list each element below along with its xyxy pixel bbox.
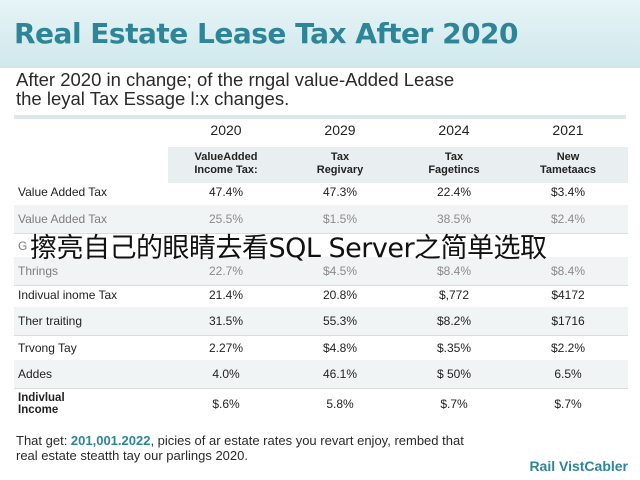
title-banner: Real Estate Lease Tax After 2020 <box>0 0 640 68</box>
table-cell: $3.4% <box>550 185 586 199</box>
table-cell: 5.8% <box>326 397 354 411</box>
table-cell: 2.27% <box>208 341 244 355</box>
table-cell: 22.4% <box>436 185 472 199</box>
table-cell: $4.5% <box>322 264 358 278</box>
row-label: Indivlual Income <box>18 392 65 416</box>
table-cell: $2.2% <box>550 341 586 355</box>
column-subheader-row: ValueAdded Income Tax: Tax Regivary Tax … <box>168 147 628 183</box>
table-row: Value Added Tax 47.4% 47.3% 22.4% $3.4% <box>14 178 628 207</box>
page-title: Real Estate Lease Tax After 2020 <box>14 17 519 50</box>
table-cell: 21.4% <box>208 288 244 302</box>
year-header: 2029 <box>324 122 356 138</box>
table-cell: 25.5% <box>208 212 244 226</box>
table-cell: $,772 <box>438 288 470 302</box>
table-row: Trvong Tay 2.27% $4.8% $.35% $2.2% <box>14 334 628 363</box>
row-label: Value Added Tax <box>18 185 107 199</box>
year-header: 2021 <box>552 122 584 138</box>
table-cell: 22.7% <box>208 264 244 278</box>
row-label: Trvong Tay <box>18 341 77 355</box>
column-subheader: New Tametaacs <box>539 151 597 176</box>
table-row: Value Added Tax 25.5% $1.5% 38.5% $2.4% <box>14 205 628 234</box>
row-label: Thrings <box>18 264 59 278</box>
footer-line-2: real estate steatth tay our parlings 202… <box>16 448 248 463</box>
table-cell: $.35% <box>436 341 472 355</box>
overlay-caption: 擦亮自己的眼睛去看SQL Server之简单选取 <box>30 233 547 264</box>
intro-text: After 2020 in change; of the rngal value… <box>16 70 626 108</box>
table-cell: 31.5% <box>208 314 244 328</box>
table-cell: 38.5% <box>436 212 472 226</box>
divider <box>14 115 626 119</box>
table-cell: $4.8% <box>322 341 358 355</box>
table-cell: $.6% <box>212 397 240 411</box>
table-cell: 6.5% <box>554 367 582 381</box>
table-cell: 20.8% <box>322 288 358 302</box>
table-cell: 47.3% <box>322 185 358 199</box>
year-header: 2024 <box>438 122 470 138</box>
column-subheader: Tax Fagetincs <box>428 151 480 176</box>
row-label: Value Added Tax <box>18 212 107 226</box>
table-cell: $1716 <box>551 314 585 328</box>
intro-line-2: the leyal Tax Essage l:x changes. <box>16 88 290 109</box>
year-header: 2020 <box>210 122 242 138</box>
table-cell: $4172 <box>551 288 585 302</box>
table-cell: $.7% <box>440 397 468 411</box>
table-row: Ther traiting 31.5% 55.3% $8.2% $1716 <box>14 307 628 336</box>
footer-highlight: 201,001.2022 <box>70 433 151 448</box>
column-subheader: ValueAdded Income Tax: <box>194 151 258 176</box>
intro-line-1: After 2020 in change; of the rngal value… <box>16 69 455 90</box>
row-label: Ther traiting <box>18 314 83 328</box>
table-row: Thrings 22.7% $4.5% $8.4% $8.4% <box>14 257 628 286</box>
table-cell: 55.3% <box>322 314 358 328</box>
table-cell: 46.1% <box>322 367 358 381</box>
table-cell: 4.0% <box>212 367 240 381</box>
table-row: Indivual inome Tax 21.4% 20.8% $,772 $41… <box>14 281 628 310</box>
table-cell: $1.5% <box>322 212 358 226</box>
footer-text: That get: 201,001.2022, picies of ar est… <box>16 433 616 463</box>
table-cell: $ 50% <box>436 367 472 381</box>
table-cell: $8.2% <box>436 314 472 328</box>
column-subheader: Tax Regivary <box>316 151 364 176</box>
table-cell: $8.4% <box>436 264 472 278</box>
table-row: Indivlual Income $.6% 5.8% $.7% $.7% <box>14 390 628 418</box>
row-label: G <box>18 239 28 253</box>
row-label: Addes <box>18 367 53 381</box>
table-row: Addes 4.0% 46.1% $ 50% 6.5% <box>14 360 628 389</box>
table-cell: 47.4% <box>208 185 244 199</box>
footer-line-1: That get: 201,001.2022, picies of ar est… <box>16 433 464 448</box>
brand-logo: Rail VistCabler <box>529 458 628 474</box>
table-cell: $8.4% <box>550 264 586 278</box>
table-cell: $.7% <box>554 397 582 411</box>
table-cell: $2.4% <box>550 212 586 226</box>
row-label: Indivual inome Tax <box>18 288 118 302</box>
